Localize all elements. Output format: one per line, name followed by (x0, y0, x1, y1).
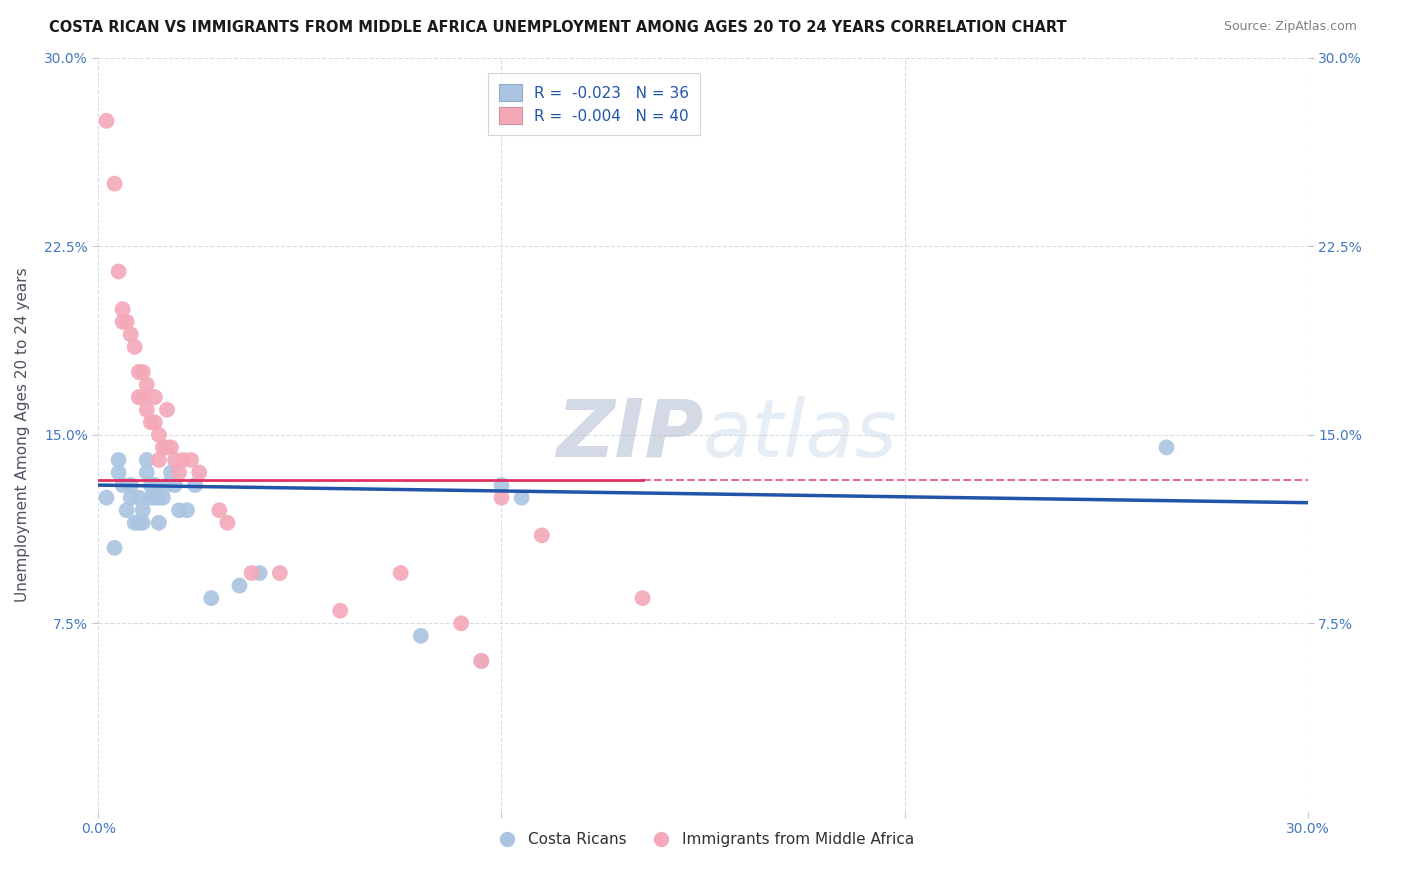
Point (115, 315, 138, 329)
Point (1156, 441, 1178, 455)
Point (167, 466, 190, 480)
Point (450, 616, 472, 631)
Point (128, 516, 150, 530)
Point (184, 478, 207, 492)
Point (124, 340, 146, 354)
Point (148, 516, 170, 530)
Text: atlas: atlas (703, 396, 898, 474)
Point (115, 503, 138, 517)
Point (107, 453, 129, 467)
Point (143, 390, 166, 404)
Point (135, 402, 157, 417)
Point (156, 478, 179, 492)
Point (96, 491, 118, 505)
Point (148, 427, 170, 442)
Point (240, 566, 263, 580)
Point (188, 466, 211, 480)
Point (470, 654, 492, 668)
Point (163, 453, 186, 467)
Point (111, 302, 134, 317)
Point (510, 491, 533, 505)
Point (491, 478, 513, 492)
Point (156, 402, 179, 417)
Point (200, 591, 222, 606)
Point (120, 478, 142, 492)
Point (143, 491, 166, 505)
Point (163, 478, 186, 492)
Point (135, 466, 157, 480)
Point (128, 491, 150, 505)
Point (470, 654, 492, 668)
Point (132, 390, 155, 404)
Point (132, 516, 155, 530)
Point (120, 327, 142, 342)
Point (249, 566, 271, 580)
Point (172, 453, 194, 467)
Point (156, 441, 179, 455)
Point (111, 478, 134, 492)
Point (409, 629, 432, 643)
Point (389, 566, 412, 580)
Point (135, 453, 157, 467)
Point (103, 541, 125, 555)
Y-axis label: Unemployment Among Ages 20 to 24 years: Unemployment Among Ages 20 to 24 years (15, 268, 31, 602)
Legend: Costa Ricans, Immigrants from Middle Africa: Costa Ricans, Immigrants from Middle Afr… (485, 826, 921, 853)
Point (530, 528, 553, 542)
Point (128, 365, 150, 379)
Point (139, 491, 162, 505)
Point (152, 491, 174, 505)
Point (631, 591, 654, 606)
Point (180, 453, 202, 467)
Point (135, 377, 157, 392)
Point (111, 315, 134, 329)
Point (139, 415, 162, 429)
Point (160, 466, 183, 480)
Point (176, 503, 198, 517)
Point (217, 516, 239, 530)
Point (148, 491, 170, 505)
Point (107, 264, 129, 278)
Point (128, 390, 150, 404)
Text: ZIP: ZIP (555, 396, 703, 474)
Point (96, 113, 118, 128)
Point (103, 177, 125, 191)
Point (143, 478, 166, 492)
Text: Source: ZipAtlas.com: Source: ZipAtlas.com (1223, 20, 1357, 33)
Text: COSTA RICAN VS IMMIGRANTS FROM MIDDLE AFRICA UNEMPLOYMENT AMONG AGES 20 TO 24 YE: COSTA RICAN VS IMMIGRANTS FROM MIDDLE AF… (49, 20, 1067, 35)
Point (132, 503, 155, 517)
Point (139, 478, 162, 492)
Point (152, 441, 174, 455)
Point (329, 604, 352, 618)
Point (269, 566, 291, 580)
Point (491, 491, 513, 505)
Point (107, 466, 129, 480)
Point (167, 503, 190, 517)
Point (160, 441, 183, 455)
Point (120, 491, 142, 505)
Point (124, 516, 146, 530)
Point (148, 453, 170, 467)
Point (143, 415, 166, 429)
Point (208, 503, 231, 517)
Point (132, 365, 155, 379)
Point (228, 578, 250, 592)
